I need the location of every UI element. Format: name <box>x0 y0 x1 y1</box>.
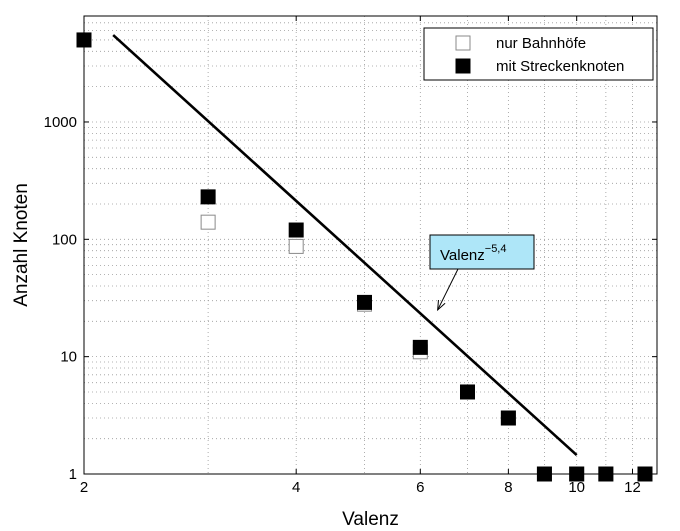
x-tick-label: 10 <box>568 479 585 496</box>
annotation-base: Valenz <box>440 247 485 264</box>
y-tick-label: 100 <box>52 231 77 248</box>
legend-label: mit Streckenknoten <box>496 58 624 75</box>
x-tick-label: 6 <box>416 479 424 496</box>
data-point-filled-square <box>200 189 216 205</box>
annotation-exponent: −5,4 <box>485 243 507 255</box>
legend-marker-filled-square <box>455 58 471 74</box>
y-axis-label: Anzahl Knoten <box>11 183 32 307</box>
legend-marker-open-square <box>455 35 471 51</box>
data-point-filled-square <box>412 339 428 355</box>
data-point-open-square <box>200 214 216 230</box>
y-tick-label: 10 <box>60 349 77 366</box>
x-tick-label: 12 <box>624 479 641 496</box>
annotation: Valenz−5,4 <box>429 234 535 312</box>
x-tick-label: 2 <box>80 479 88 496</box>
data-point-open-square <box>288 238 304 254</box>
y-tick-label: 1 <box>69 466 77 483</box>
x-axis-label: Valenz <box>342 509 399 530</box>
x-tick-label: 8 <box>504 479 512 496</box>
axis-ticks: 2 4 6 8 10 12 1 10 100 1000 <box>44 16 657 496</box>
fit-line <box>112 34 578 457</box>
annotation-text: Valenz−5,4 <box>440 243 506 264</box>
power-law-fit-line <box>112 34 578 457</box>
legend: nur Bahnhöfe mit Streckenknoten <box>423 27 654 81</box>
data-point-filled-square <box>500 410 516 426</box>
y-tick-label: 1000 <box>44 114 77 131</box>
data-points <box>76 32 653 482</box>
annotation-box <box>429 234 535 270</box>
data-point-filled-square <box>288 222 304 238</box>
data-point-filled-square <box>459 384 475 400</box>
x-tick-label: 4 <box>292 479 300 496</box>
annotation-arrowhead <box>437 299 446 312</box>
grid-lines <box>84 15 657 474</box>
data-point-filled-square <box>356 294 372 310</box>
plot-frame <box>83 15 658 475</box>
annotation-arrow <box>437 268 459 311</box>
legend-label: nur Bahnhöfe <box>496 35 586 52</box>
